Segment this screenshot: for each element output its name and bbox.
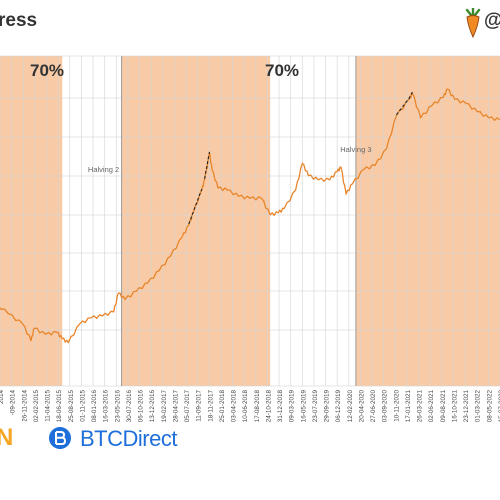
x-tick-label: 23-07-2019 [312,390,319,423]
peak-highlight-1 [204,151,211,179]
x-tick-label: -09-2014 [10,390,17,416]
x-tick-label: 30-07-2016 [126,390,133,423]
x-tick-label: 13-12-2016 [149,390,156,423]
x-tick-label: 25-01-2018 [219,390,226,423]
x-tick-label: 31-12-2018 [277,390,284,423]
annotation-70-percent-1: 70% [30,61,64,80]
x-tick-label: 03-09-2020 [382,390,389,423]
x-tick-label: 24-10-2018 [265,390,272,423]
x-tick-label: 10-11-2020 [393,390,400,422]
x-tick-label: 26-11-2014 [21,390,28,422]
x-tick-label: 18-11-2017 [207,390,214,422]
x-tick-label: 09-03-2019 [289,390,296,423]
x-tick-label: 11-04-2015 [45,390,52,422]
halving-2-label: Halving 2 [88,165,119,174]
shaded-period-1 [121,56,271,386]
x-tick-label: 28-04-2017 [172,390,179,423]
partner-logo-left: N [0,424,14,451]
peak-highlight-2 [395,91,413,116]
shaded-period-0 [0,56,63,386]
x-tick-label: 09-08-2021 [440,390,447,423]
x-tick-label: 12-02-2020 [347,390,354,423]
x-tick-label: 29-09-2019 [324,390,331,423]
x-tick-label: 08-01-2016 [91,390,98,423]
x-tick-label: 15-07-2022 [498,390,500,423]
x-tick-label: 03-04-2018 [231,390,238,423]
halving-3-label: Halving 3 [340,145,371,154]
x-tick-label: 02-06-2021 [428,390,435,423]
x-tick-label: 05-07-2017 [184,390,191,423]
carrot-icon [465,8,481,38]
x-tick-label: 06-12-2019 [335,390,342,423]
x-tick-label: 06-10-2016 [138,390,145,423]
x-tick-label: 17-08-2018 [254,390,261,423]
x-tick-label: 27-06-2020 [370,390,377,423]
x-tick-label: 02-02-2015 [33,390,40,423]
x-tick-label: 10-06-2018 [242,390,249,423]
shaded-period-2 [355,56,500,386]
btcdirect-logo-icon [49,427,71,449]
x-tick-label: 17-01-2021 [405,390,412,423]
x-tick-label: 25-08-2015 [68,390,75,423]
x-tick-label: 20-04-2020 [358,390,365,423]
x-tick-label: 19-02-2017 [161,390,168,423]
x-tick-label: 16-05-2019 [300,390,307,423]
x-tick-label: 11-09-2017 [196,390,203,422]
x-tick-label: 01-11-2015 [79,390,86,422]
x-tick-label: 18-06-2015 [56,390,63,423]
x-tick-label: 23-12-2021 [463,390,470,423]
x-tick-label: 23-05-2016 [114,390,121,423]
x-tick-label: 16-03-2016 [103,390,110,423]
x-tick-label: 26-03-2021 [417,390,424,423]
social-handle: @ [484,10,500,32]
x-tick-label: 08-05-2022 [486,390,493,423]
x-tick-label: 16-10-2021 [451,390,458,423]
btcdirect-logo-text: BTCDirect [80,426,177,451]
x-tick-label: 2014 [0,390,5,405]
x-tick-label: 01-03-2022 [475,390,482,423]
annotation-70-percent-2: 70% [265,61,299,80]
chart-title-fragment: ress [0,10,38,31]
